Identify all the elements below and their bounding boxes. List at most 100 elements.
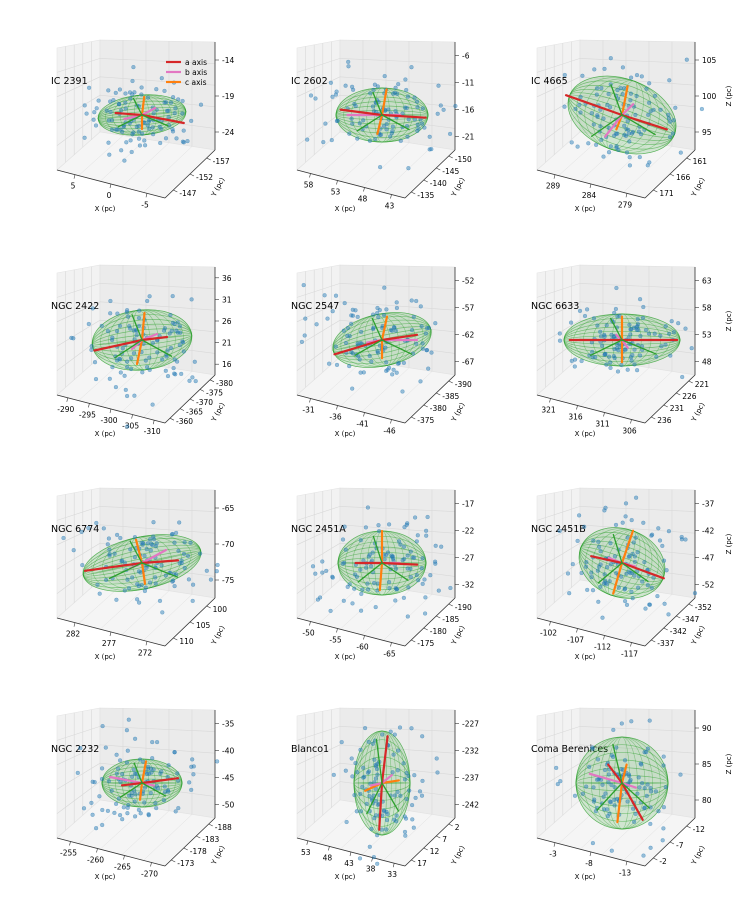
member-star — [394, 300, 399, 305]
x-axis-line — [56, 837, 166, 867]
member-star — [328, 80, 333, 85]
member-star — [385, 367, 390, 372]
member-star — [643, 749, 649, 755]
z-tick-label: 36 — [222, 274, 232, 283]
c-axis-line — [380, 88, 388, 117]
member-star — [315, 597, 320, 602]
member-star — [180, 98, 185, 104]
member-star — [586, 141, 591, 146]
member-star — [172, 540, 177, 545]
member-star — [147, 294, 152, 299]
member-star — [594, 777, 600, 782]
member-star — [414, 572, 419, 578]
x-tick-label: -50 — [302, 629, 314, 638]
z-tick-label: 48 — [702, 358, 712, 367]
member-star — [607, 105, 613, 110]
member-star — [185, 139, 190, 144]
x-tick-label: -55 — [329, 636, 341, 645]
member-star — [81, 806, 87, 811]
member-star — [145, 95, 151, 100]
y-tick — [206, 605, 211, 609]
member-star — [126, 802, 131, 808]
member-star — [391, 91, 396, 96]
member-star — [120, 817, 125, 822]
member-star — [114, 597, 119, 602]
member-star — [123, 100, 128, 105]
member-star — [125, 424, 130, 429]
member-star — [142, 553, 147, 558]
member-star — [684, 57, 689, 62]
member-star — [626, 127, 631, 132]
grid-line — [56, 524, 216, 546]
member-star — [618, 86, 623, 91]
member-star — [363, 725, 368, 731]
member-star — [636, 775, 641, 780]
member-star — [124, 760, 129, 765]
member-star — [349, 756, 354, 761]
member-star — [439, 544, 444, 549]
member-star — [596, 539, 601, 544]
member-star — [159, 563, 164, 568]
member-star — [398, 793, 403, 798]
x-axis-line — [296, 617, 406, 647]
member-star — [214, 569, 219, 574]
y-tick — [411, 416, 416, 420]
member-star — [624, 150, 630, 155]
member-star — [170, 127, 175, 132]
member-star — [411, 825, 416, 830]
member-star — [426, 366, 431, 371]
member-star — [162, 100, 167, 105]
member-star — [136, 129, 141, 134]
y-tick-label: -188 — [215, 823, 232, 832]
ellipsoid-spoke — [357, 562, 383, 583]
member-star — [131, 64, 136, 70]
grid-line — [296, 76, 456, 98]
member-star — [612, 785, 617, 790]
member-star — [123, 106, 128, 111]
member-star — [625, 535, 630, 540]
member-star — [406, 773, 411, 779]
chart-panel-5: -31 -36 -41 -46 X (pc) -390 -385 -380 -375 Y (pc)… — [291, 264, 474, 438]
member-star — [90, 812, 95, 817]
member-star — [114, 752, 119, 757]
ellipsoid-spoke — [132, 97, 143, 116]
member-star — [678, 150, 683, 155]
member-star — [375, 350, 380, 355]
a-axis-line — [93, 338, 144, 352]
member-star — [634, 327, 639, 332]
member-star — [649, 585, 654, 590]
member-star — [409, 328, 415, 333]
member-star — [122, 158, 127, 163]
c-axis-line — [140, 760, 148, 785]
member-star — [414, 539, 419, 544]
member-star — [350, 84, 355, 89]
z-tick-label: 95 — [702, 128, 712, 137]
member-star — [679, 537, 684, 542]
y-tick-label: -337 — [657, 639, 674, 648]
member-star — [387, 586, 392, 591]
member-star — [365, 581, 370, 586]
member-star — [329, 138, 334, 143]
member-star — [192, 359, 197, 364]
member-star — [378, 165, 383, 170]
x-tick — [336, 180, 338, 185]
member-star — [340, 561, 345, 566]
member-star — [361, 765, 366, 770]
member-star — [117, 87, 122, 92]
member-star — [299, 339, 304, 344]
x-tick-label: -60 — [356, 643, 368, 652]
member-star — [623, 501, 629, 506]
ellipsoid-spoke — [141, 562, 179, 578]
member-star — [608, 365, 613, 370]
member-star — [592, 797, 597, 802]
member-star — [390, 770, 395, 775]
grid-line — [536, 301, 696, 323]
member-star — [368, 91, 373, 96]
member-star — [580, 791, 585, 796]
x-tick-label: 43 — [385, 202, 395, 211]
c-axis-line — [140, 95, 146, 117]
y-tick — [653, 189, 658, 193]
member-star — [138, 811, 143, 816]
member-star — [623, 133, 629, 138]
member-star — [397, 725, 403, 730]
